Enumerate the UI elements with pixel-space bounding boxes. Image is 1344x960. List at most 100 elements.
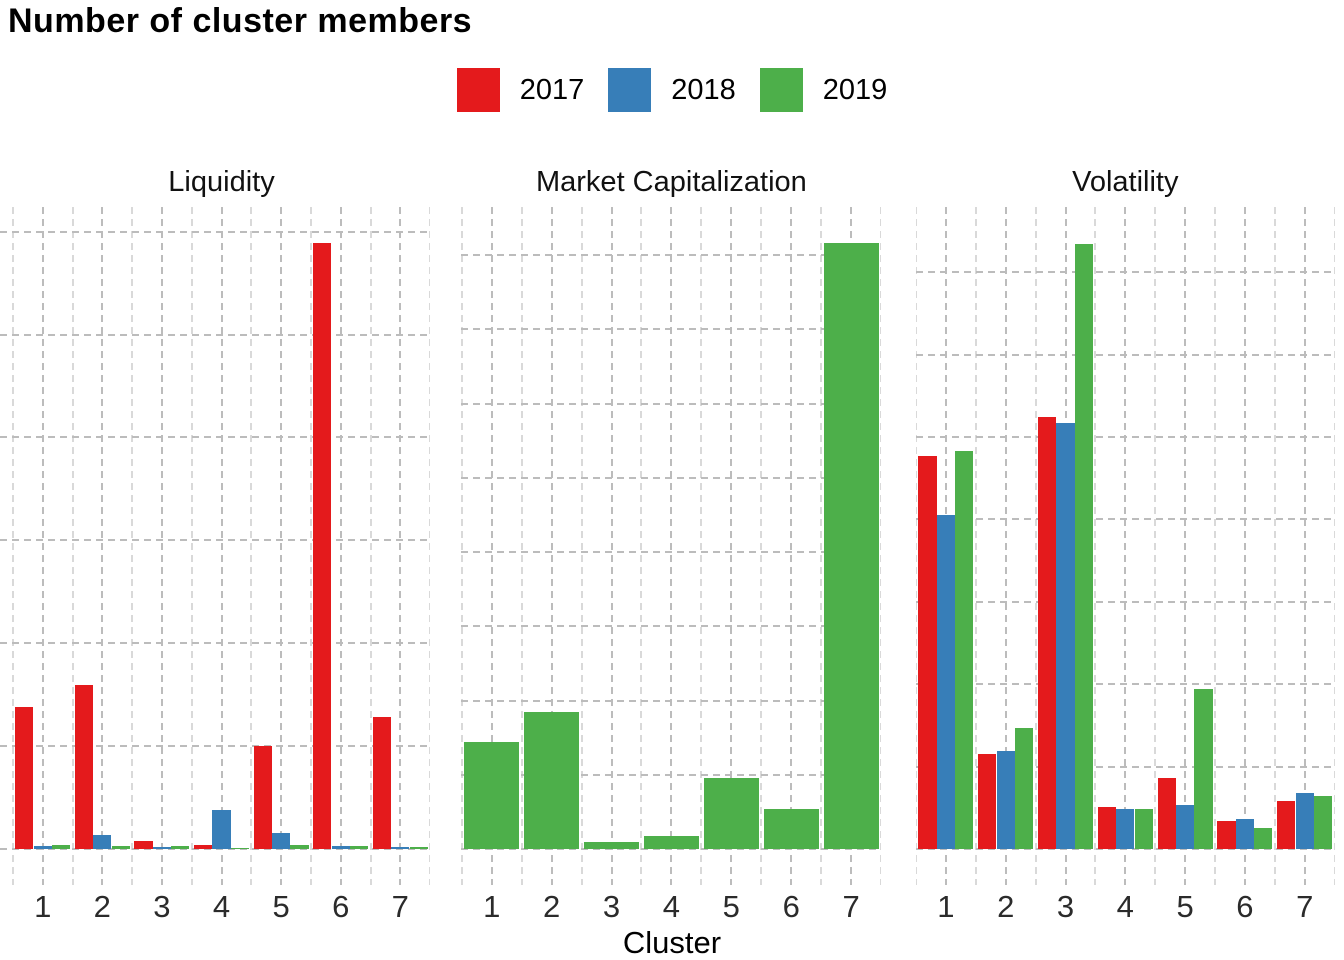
bar-2018-cluster-3 [1056, 422, 1075, 849]
bar-2018-cluster-6 [331, 845, 350, 849]
bar-2018-cluster-2 [996, 750, 1015, 849]
gridline-vertical-major [730, 207, 733, 885]
x-tick-label: 5 [272, 889, 290, 924]
x-tick-label: 4 [1116, 889, 1134, 924]
gridline-vertical-major [1004, 207, 1007, 885]
bar-2019-cluster-7 [409, 846, 428, 849]
gridline-horizontal [916, 600, 1335, 603]
legend-swatch-2019 [759, 68, 803, 112]
gridline-horizontal [0, 539, 430, 542]
bar-2017-cluster-5 [253, 746, 272, 849]
bar-2018-cluster-5 [271, 832, 291, 849]
panel-liquidity [0, 207, 430, 885]
bar-2018-cluster-2 [93, 834, 112, 849]
x-tick-label: 1 [937, 889, 955, 924]
bar-2017-cluster-2 [74, 685, 94, 849]
gridline-vertical-major [1124, 207, 1127, 885]
gridline-vertical-minor [760, 207, 763, 885]
bar-2019-cluster-3 [583, 842, 640, 849]
bar-2019-cluster-3 [1074, 244, 1094, 849]
gridline-vertical-major [160, 207, 163, 885]
gridline-vertical-major [101, 207, 104, 885]
bar-2019-cluster-5 [1194, 689, 1213, 849]
gridline-vertical-major [280, 207, 283, 885]
gridline-horizontal [461, 402, 881, 405]
gridline-vertical-minor [131, 207, 134, 885]
gridline-vertical-major [670, 207, 673, 885]
bar-2018-cluster-7 [1295, 792, 1314, 849]
gridline-horizontal [0, 333, 430, 336]
legend-item-2019: 2019 [759, 68, 888, 112]
gridline-vertical-minor [1094, 207, 1097, 885]
bar-2018-cluster-3 [152, 846, 172, 849]
gridline-vertical-minor [974, 207, 977, 885]
legend-label: 2019 [822, 73, 888, 106]
legend-swatch-2018 [608, 68, 652, 112]
legend-label: 2018 [671, 73, 736, 106]
gridline-horizontal [916, 435, 1335, 438]
gridline-vertical-minor [11, 207, 14, 885]
x-tick-label: 4 [212, 889, 231, 924]
x-axis-title: Cluster [622, 925, 722, 960]
gridline-horizontal [916, 848, 1335, 850]
gridline-vertical-major [1303, 207, 1306, 885]
bar-2019-cluster-6 [1254, 828, 1273, 849]
bar-2018-cluster-1 [33, 845, 52, 849]
x-tick-label: 6 [332, 889, 350, 924]
bar-2017-cluster-7 [372, 717, 392, 849]
gridline-horizontal [0, 436, 430, 439]
gridline-vertical-minor [700, 207, 703, 885]
x-tick-label: 1 [483, 889, 501, 924]
bar-2019-cluster-7 [1313, 796, 1333, 849]
bar-2018-cluster-6 [1235, 819, 1255, 849]
gridline-horizontal [916, 518, 1335, 521]
gridline-vertical-major [41, 207, 44, 885]
gridline-vertical-minor [250, 207, 253, 885]
gridline-vertical-minor [880, 207, 881, 885]
gridline-horizontal [916, 765, 1335, 768]
x-tick-label: 7 [1296, 889, 1314, 924]
bar-2019-cluster-4 [230, 847, 250, 849]
gridline-vertical-minor [369, 207, 372, 885]
x-tick-label: 3 [1056, 889, 1075, 924]
panel-market-capitalization [461, 207, 881, 885]
x-tick-label: 3 [602, 889, 621, 924]
gridline-vertical-major [490, 207, 493, 885]
gridline-horizontal [461, 625, 881, 628]
facet-title-market-capitalization: Market Capitalization [535, 166, 807, 198]
legend: 2017 2018 2019 [0, 68, 1344, 112]
gridline-vertical-major [790, 207, 793, 885]
bar-2017-cluster-1 [918, 455, 937, 849]
gridline-horizontal [461, 551, 881, 554]
gridline-vertical-major [1184, 207, 1187, 885]
x-tick-label: 7 [391, 889, 409, 924]
x-tick-label: 6 [782, 889, 800, 924]
gridline-vertical-major [550, 207, 553, 885]
panel-volatility [916, 207, 1335, 885]
gridline-horizontal [0, 230, 430, 233]
gridline-vertical-minor [916, 207, 917, 885]
gridline-horizontal [0, 848, 430, 850]
gridline-vertical-minor [1154, 207, 1157, 885]
gridline-horizontal [461, 254, 881, 257]
bar-2018-cluster-5 [1175, 805, 1195, 849]
bar-2018-cluster-4 [1116, 809, 1135, 849]
bar-2019-cluster-2 [524, 712, 580, 849]
gridline-vertical-minor [580, 207, 583, 885]
gridline-vertical-minor [461, 207, 463, 885]
gridline-vertical-minor [429, 207, 430, 885]
bar-2019-cluster-1 [955, 450, 974, 849]
gridline-horizontal [0, 642, 430, 645]
gridline-horizontal [461, 328, 881, 331]
bar-2019-cluster-3 [171, 845, 190, 849]
page-title: Number of cluster members [8, 2, 473, 40]
bar-2017-cluster-4 [1097, 806, 1117, 849]
gridline-vertical-major [399, 207, 402, 885]
bar-2017-cluster-5 [1157, 778, 1176, 849]
bar-2018-cluster-7 [391, 846, 410, 849]
bar-2018-cluster-1 [936, 515, 956, 849]
bar-2019-cluster-1 [51, 844, 71, 849]
bar-2017-cluster-3 [1037, 417, 1057, 849]
gridline-vertical-minor [520, 207, 523, 885]
gridline-horizontal [461, 699, 881, 702]
